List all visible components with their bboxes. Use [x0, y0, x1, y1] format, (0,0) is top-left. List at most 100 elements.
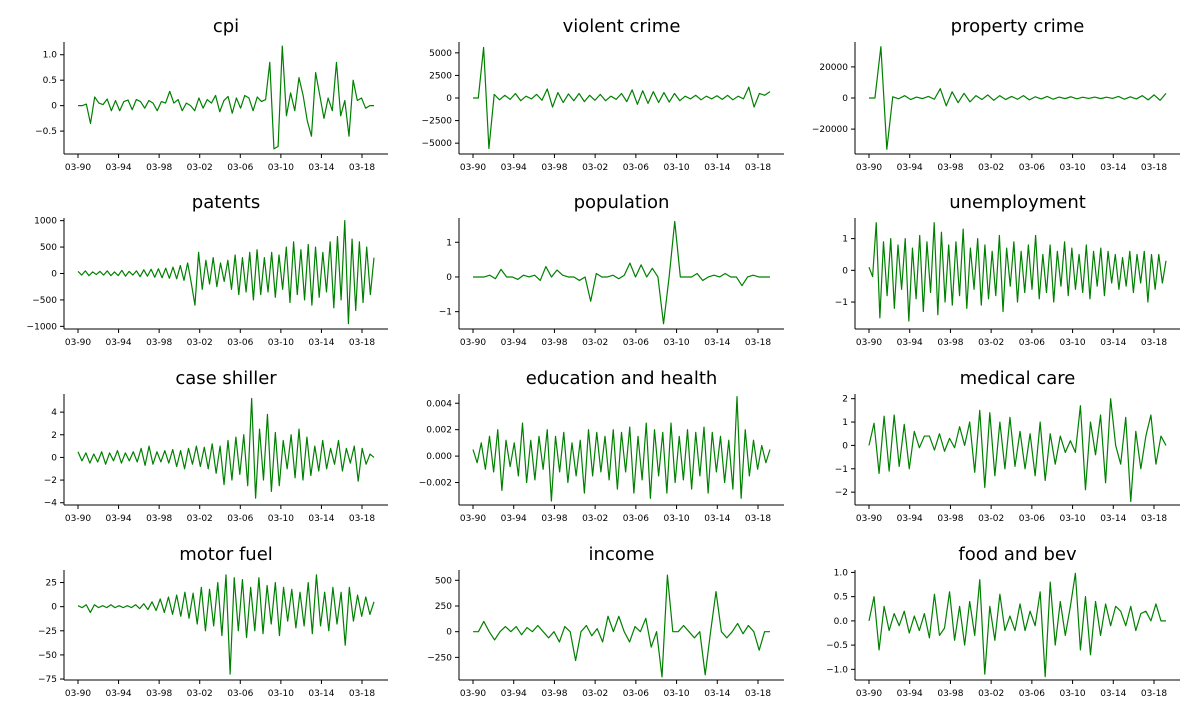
- x-tick-label: 03-18: [745, 689, 771, 699]
- x-tick-label: 03-98: [937, 689, 963, 699]
- x-tick-label: 03-06: [623, 163, 649, 173]
- y-tick-label: −0.5: [826, 641, 848, 651]
- x-tick-label: 03-06: [623, 338, 649, 348]
- y-tick-label: 0: [446, 273, 452, 283]
- y-tick-label: −75: [38, 675, 57, 685]
- y-tick-label: 0.004: [426, 399, 452, 409]
- chart-title: case shiller: [175, 368, 277, 389]
- x-tick-label: 03-14: [704, 689, 730, 699]
- x-tick-label: 03-06: [227, 163, 253, 173]
- y-tick-label: 1.0: [834, 568, 849, 578]
- x-tick-label: 03-98: [541, 163, 567, 173]
- y-tick-label: 0: [446, 628, 452, 638]
- x-tick-label: 03-02: [978, 514, 1004, 524]
- chart-panel-education-and-health: education and health 0.004 0.002 0.000 −0.00…: [419, 368, 784, 524]
- y-tick-label: 1: [842, 418, 848, 428]
- x-tick-label: 03-14: [1100, 514, 1126, 524]
- series-line: [473, 220, 770, 325]
- x-tick-label: 03-10: [268, 163, 294, 173]
- y-tick-label: −5000: [422, 139, 453, 149]
- y-tick-label: 2: [842, 395, 848, 405]
- x-tick-label: 03-90: [65, 689, 91, 699]
- x-tick-label: 03-14: [1100, 689, 1126, 699]
- x-tick-label: 03-02: [187, 163, 213, 173]
- chart-title: property crime: [951, 16, 1085, 37]
- x-tick-label: 03-98: [937, 163, 963, 173]
- series-line: [868, 572, 1166, 678]
- x-tick-label: 03-10: [663, 338, 689, 348]
- x-tick-label: 03-06: [1019, 163, 1045, 173]
- chart-title: violent crime: [563, 16, 681, 37]
- y-tick-label: 20000: [819, 63, 848, 73]
- x-tick-label: 03-94: [105, 338, 131, 348]
- y-tick-label: −25: [38, 627, 57, 637]
- y-tick-label: 1000: [34, 217, 57, 227]
- x-tick-label: 03-06: [227, 338, 253, 348]
- x-tick-label: 03-06: [1019, 514, 1045, 524]
- chart-panel-motor-fuel: motor fuel 25 0 −25 −50 −75 03-90 03-94 03-98 03-…: [38, 544, 388, 699]
- x-tick-label: 03-98: [937, 514, 963, 524]
- y-tick-label: 4: [51, 408, 57, 418]
- x-tick-label: 03-90: [65, 163, 91, 173]
- chart-title: population: [574, 192, 670, 213]
- x-tick-label: 03-98: [541, 514, 567, 524]
- x-tick-label: 03-18: [1141, 689, 1167, 699]
- x-tick-label: 03-18: [349, 338, 375, 348]
- x-tick-label: 03-90: [65, 338, 91, 348]
- y-tick-label: 0: [446, 94, 452, 104]
- x-tick-label: 03-90: [856, 514, 882, 524]
- x-tick-label: 03-10: [1059, 163, 1085, 173]
- x-tick-label: 03-94: [501, 163, 527, 173]
- x-tick-label: 03-18: [349, 689, 375, 699]
- y-tick-label: 0.5: [834, 593, 848, 603]
- chart-panel-food-and-bev: food and bev 1.0 0.5 0.0 −0.5 −1.0 03-90 03-94 0…: [826, 544, 1180, 699]
- series-line: [77, 397, 375, 499]
- x-tick-label: 03-94: [897, 689, 923, 699]
- series-line: [868, 222, 1167, 322]
- x-tick-label: 03-10: [268, 689, 294, 699]
- series-line: [473, 574, 770, 678]
- chart-panel-unemployment: unemployment 1 0 −1 03-90 03-94 03-98 03-02 03-0…: [835, 192, 1180, 348]
- x-tick-label: 03-14: [704, 163, 730, 173]
- series-line: [77, 574, 375, 675]
- chart-title: education and health: [526, 368, 718, 389]
- y-tick-label: 500: [435, 576, 452, 586]
- x-tick-label: 03-90: [65, 514, 91, 524]
- y-tick-label: −0.002: [419, 479, 452, 489]
- y-tick-label: 0.5: [43, 76, 57, 86]
- x-tick-label: 03-14: [704, 514, 730, 524]
- y-tick-label: 2: [51, 431, 57, 441]
- x-tick-label: 03-14: [1100, 338, 1126, 348]
- y-tick-label: −50: [38, 651, 57, 661]
- x-tick-label: 03-02: [978, 338, 1004, 348]
- y-tick-label: 0.000: [426, 452, 452, 462]
- y-tick-label: 0: [51, 102, 57, 112]
- x-tick-label: 03-18: [745, 514, 771, 524]
- x-tick-label: 03-06: [623, 689, 649, 699]
- x-tick-label: 03-94: [105, 514, 131, 524]
- chart-panel-case-shiller: case shiller 4 2 0 −2 −4 03-90 03-94 03-98 03-02 0…: [44, 368, 388, 524]
- y-tick-label: 1: [842, 235, 848, 245]
- series-line: [77, 220, 375, 325]
- x-tick-label: 03-90: [460, 689, 486, 699]
- x-tick-label: 03-90: [856, 689, 882, 699]
- y-tick-label: −2: [835, 488, 848, 498]
- y-tick-label: −1: [835, 465, 848, 475]
- x-tick-label: 03-14: [308, 163, 334, 173]
- chart-panel-medical-care: medical care 2 1 0 −1 −2 03-90 03-94 03-98 03-02 0…: [835, 368, 1180, 524]
- y-tick-label: 500: [40, 243, 57, 253]
- y-tick-label: −4: [44, 499, 58, 509]
- x-tick-label: 03-02: [187, 514, 213, 524]
- chart-title: medical care: [960, 368, 1076, 389]
- x-tick-label: 03-10: [1059, 338, 1085, 348]
- x-tick-label: 03-10: [663, 689, 689, 699]
- y-tick-label: 250: [435, 602, 452, 612]
- series-line: [869, 46, 1167, 150]
- chart-panel-violent-crime: violent crime 5000 2500 0 −2500 −5000 03-90 03-…: [422, 16, 784, 173]
- chart-panel-population: population 1 0 −1 03-90 03-94 03-98 03-02 03-06 0…: [439, 192, 784, 348]
- x-tick-label: 03-94: [897, 514, 923, 524]
- x-tick-label: 03-14: [704, 338, 730, 348]
- y-tick-label: −2500: [422, 117, 453, 127]
- chart-title: income: [589, 544, 655, 565]
- x-tick-label: 03-02: [582, 338, 608, 348]
